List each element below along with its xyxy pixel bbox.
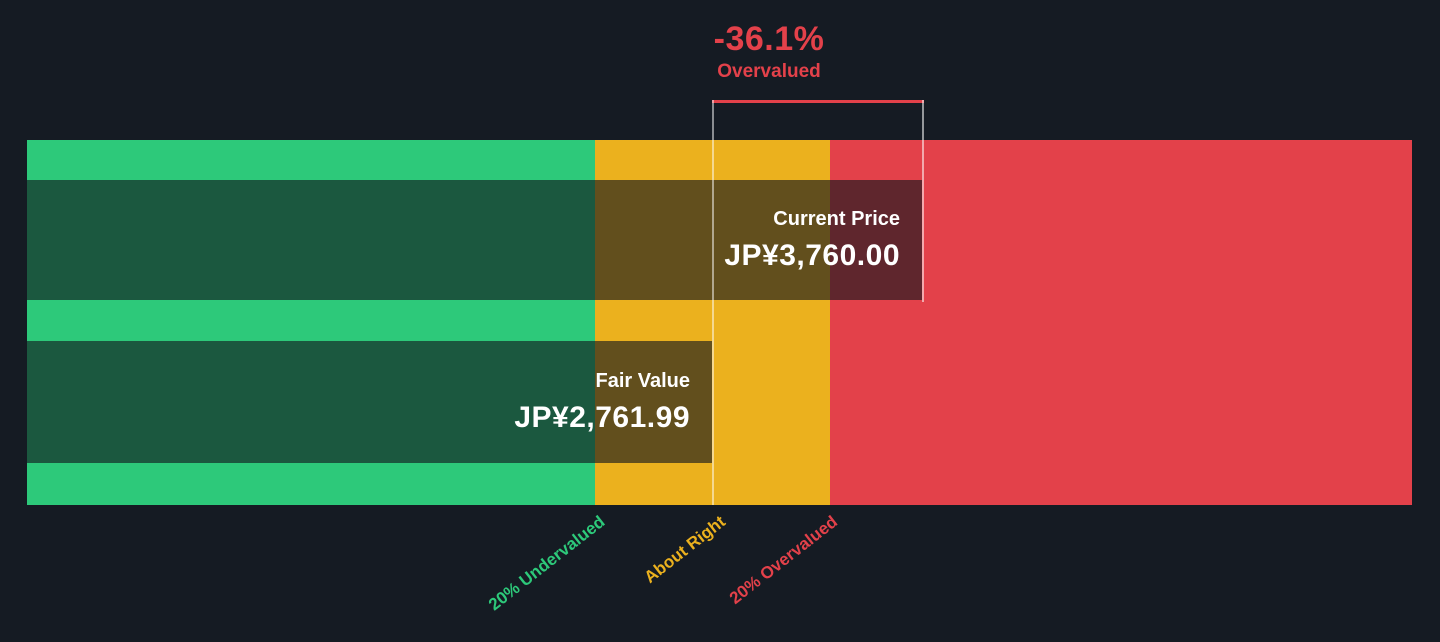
bracket-right-line xyxy=(922,100,924,302)
fair-value-value: JP¥2,761.99 xyxy=(514,400,690,434)
fair-value-text: Fair Value JP¥2,761.99 xyxy=(514,370,712,435)
undervalued-zone-label: 20% Undervalued xyxy=(485,512,609,615)
current-price-label: Current Price xyxy=(773,207,900,230)
fair-value-bar: Fair Value JP¥2,761.99 xyxy=(27,341,712,463)
current-price-text: Current Price JP¥3,760.00 xyxy=(724,208,922,273)
overvalued-zone-label: 20% Overvalued xyxy=(725,512,841,608)
bracket-top-line xyxy=(712,100,924,103)
current-price-bar: Current Price JP¥3,760.00 xyxy=(27,180,922,300)
about-right-zone-label: About Right xyxy=(640,512,729,587)
overvalued-zone-band xyxy=(830,140,1412,505)
valuation-percent: -36.1% xyxy=(713,20,825,58)
current-price-value: JP¥3,760.00 xyxy=(724,238,900,272)
bracket-left-line xyxy=(712,100,714,505)
valuation-annotation: -36.1% Overvalued xyxy=(619,20,919,83)
valuation-percent-label: Overvalued xyxy=(717,61,821,83)
fair-value-label: Fair Value xyxy=(595,369,691,392)
